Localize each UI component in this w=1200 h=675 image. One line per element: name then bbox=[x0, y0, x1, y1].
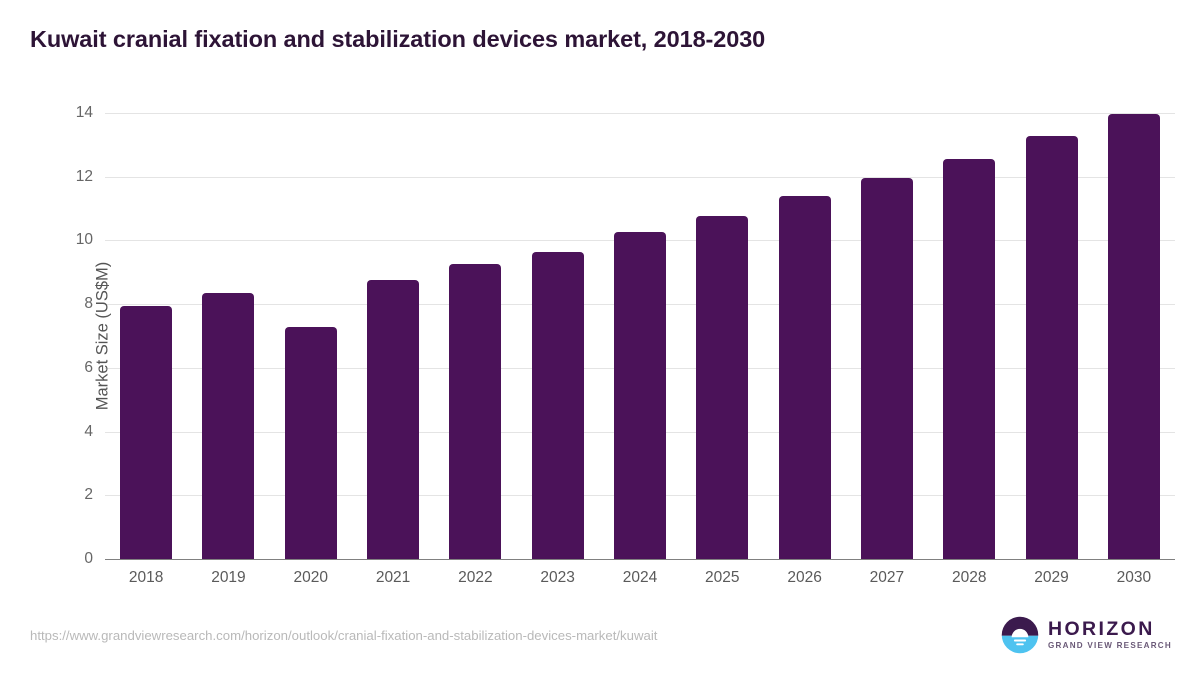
y-axis-tick-label: 12 bbox=[75, 167, 93, 185]
y-axis-tick-label: 8 bbox=[84, 295, 93, 313]
x-axis-tick-label: 2020 bbox=[293, 569, 328, 586]
gridline bbox=[105, 176, 1175, 178]
bar[interactable] bbox=[284, 327, 337, 559]
bar-group: 2026 bbox=[763, 113, 845, 586]
x-axis-tick-label: 2028 bbox=[951, 569, 987, 586]
x-axis-tick-label: 2018 bbox=[128, 569, 164, 586]
y-axis-tick-label: 4 bbox=[84, 422, 93, 440]
bar[interactable] bbox=[696, 215, 749, 559]
x-axis-tick-label: 2030 bbox=[1116, 569, 1152, 586]
bar[interactable] bbox=[1025, 135, 1078, 559]
gridline bbox=[105, 113, 1175, 114]
horizon-logo[interactable]: HORIZON GRAND VIEW RESEARCH bbox=[1001, 616, 1172, 654]
bar-group: 2027 bbox=[846, 113, 928, 586]
x-axis-tick-label: 2029 bbox=[1034, 569, 1069, 586]
bar[interactable] bbox=[778, 196, 831, 559]
bar[interactable] bbox=[449, 264, 502, 559]
bar-group: 2030 bbox=[1093, 113, 1175, 586]
x-axis-tick-label: 2023 bbox=[540, 569, 575, 586]
logo-name: HORIZON bbox=[1047, 617, 1155, 640]
bar-group: 2025 bbox=[681, 113, 763, 586]
x-axis-tick-label: 2026 bbox=[787, 569, 822, 586]
bar-group: 2021 bbox=[352, 113, 434, 586]
bar[interactable] bbox=[531, 251, 584, 559]
y-axis-tick-label: 10 bbox=[75, 231, 93, 249]
bar[interactable] bbox=[943, 158, 996, 559]
y-axis-tick-label: 14 bbox=[75, 104, 93, 121]
bar-group: 2024 bbox=[599, 113, 681, 586]
bar[interactable] bbox=[202, 293, 255, 559]
bar-group: 2023 bbox=[517, 113, 599, 586]
bar-group: 2022 bbox=[434, 113, 516, 586]
x-axis-line bbox=[105, 558, 1175, 560]
bar-group: 2020 bbox=[270, 113, 352, 586]
page-title: Kuwait cranial fixation and stabilizatio… bbox=[30, 26, 766, 52]
y-axis-tick-label: 0 bbox=[84, 550, 93, 567]
x-axis-tick-label: 2019 bbox=[211, 569, 246, 586]
x-axis-tick-label: 2022 bbox=[458, 569, 493, 586]
x-axis-tick-label: 2027 bbox=[869, 569, 905, 586]
logo-tagline: GRAND VIEW RESEARCH bbox=[1047, 641, 1172, 651]
source-url[interactable]: https://www.grandviewresearch.com/horizo… bbox=[30, 628, 658, 643]
bar-series: 2018 2019 2020 2021 2022 2023 2024 2025 2026 2027… bbox=[105, 113, 1175, 586]
logo-text: HORIZON GRAND VIEW RESEARCH bbox=[1047, 617, 1172, 651]
bar[interactable] bbox=[120, 305, 173, 559]
y-axis-tick-label: 6 bbox=[84, 358, 93, 376]
bar[interactable] bbox=[1107, 113, 1160, 559]
horizon-logo-icon bbox=[1001, 616, 1039, 654]
bar-group: 2019 bbox=[187, 113, 269, 586]
x-axis-tick-label: 2025 bbox=[705, 569, 740, 586]
bar[interactable] bbox=[613, 231, 666, 559]
bar-group: 2028 bbox=[928, 113, 1010, 586]
y-axis-tick-label: 2 bbox=[84, 486, 93, 504]
plot-area: 0 2 4 6 8 10 12 14 Market Size (US$M) 2018 2019 2… bbox=[76, 104, 1175, 586]
bar-group: 2029 bbox=[1010, 113, 1092, 586]
x-axis-tick-label: 2021 bbox=[375, 569, 411, 586]
bar[interactable] bbox=[367, 279, 420, 559]
bar-group: 2018 bbox=[105, 113, 187, 586]
bar[interactable] bbox=[860, 177, 913, 559]
x-axis-tick-label: 2024 bbox=[622, 569, 658, 586]
